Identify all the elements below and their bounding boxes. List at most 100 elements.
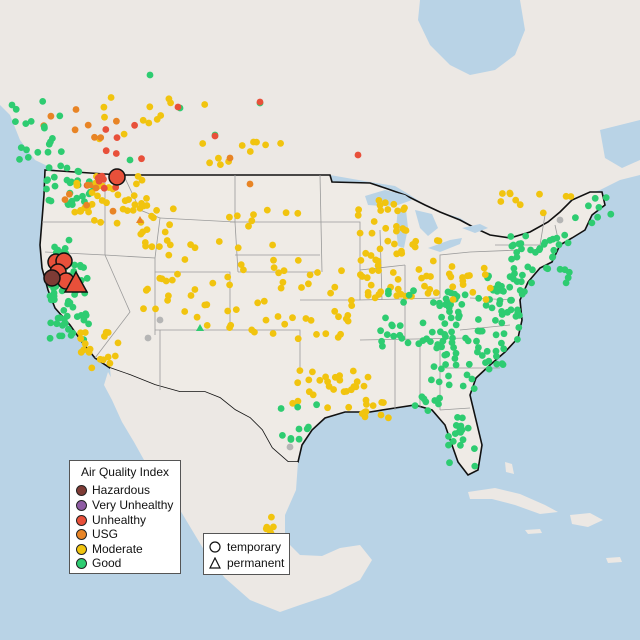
site-marker [476, 327, 484, 335]
site-marker [508, 296, 515, 304]
site-marker [429, 257, 437, 265]
site-marker [445, 441, 452, 449]
site-marker [389, 269, 397, 276]
site-marker [393, 227, 400, 235]
site-marker [88, 189, 96, 197]
site-marker [384, 206, 392, 213]
site-marker [113, 134, 121, 142]
site-marker [23, 146, 30, 154]
site-marker [251, 328, 258, 336]
site-marker [493, 360, 501, 368]
site-marker [84, 121, 92, 129]
legend-label: Unhealthy [92, 513, 147, 527]
site-marker [492, 347, 500, 355]
site-marker [156, 316, 164, 324]
site-marker [412, 237, 420, 245]
site-marker [275, 269, 282, 277]
site-marker [77, 335, 85, 342]
site-marker [289, 399, 297, 407]
site-marker [464, 424, 472, 432]
site-marker [428, 376, 435, 384]
site-marker [294, 209, 302, 217]
site-marker [348, 302, 356, 309]
site-marker [126, 156, 134, 164]
site-marker [305, 388, 313, 396]
site-marker [181, 308, 189, 315]
site-marker [113, 219, 121, 227]
hispaniola [570, 513, 603, 527]
site-marker [246, 148, 254, 155]
site-marker [496, 297, 504, 304]
site-marker [499, 190, 506, 197]
site-marker [234, 244, 242, 252]
site-marker [113, 117, 120, 125]
site-marker [191, 286, 199, 293]
site-marker [17, 144, 25, 152]
site-marker [356, 229, 364, 237]
site-marker [72, 106, 80, 113]
site-marker [383, 331, 391, 338]
site-marker [485, 357, 493, 365]
site-marker [445, 381, 453, 389]
site-marker [24, 154, 32, 161]
site-marker [393, 292, 401, 300]
site-marker [497, 198, 505, 205]
site-marker [61, 319, 69, 327]
usg-swatch-icon [76, 528, 87, 540]
site-marker [71, 261, 78, 269]
site-marker [385, 290, 392, 298]
site-marker [306, 271, 314, 279]
site-marker [145, 119, 153, 127]
site-marker [57, 148, 65, 156]
site-marker [66, 190, 73, 198]
site-marker [367, 252, 375, 259]
site-marker [340, 388, 348, 396]
site-marker [143, 195, 150, 202]
site-marker [281, 320, 289, 328]
site-marker [153, 116, 161, 123]
site-marker [360, 382, 368, 390]
site-marker [459, 382, 467, 390]
site-marker [294, 397, 302, 405]
site-marker [515, 324, 523, 331]
site-marker [498, 360, 506, 367]
site-marker [46, 334, 54, 342]
site-marker [567, 193, 575, 200]
site-marker [146, 71, 154, 79]
circle-icon [209, 541, 221, 553]
site-marker [294, 335, 302, 343]
site-marker [51, 182, 59, 190]
puerto-rico [606, 557, 622, 563]
site-marker [79, 192, 86, 200]
site-marker [553, 234, 561, 242]
site-marker [471, 462, 479, 470]
site-marker [161, 228, 169, 236]
site-marker [374, 262, 382, 269]
site-marker [120, 130, 128, 138]
site-marker [404, 339, 412, 347]
site-marker [385, 414, 392, 422]
site-marker [56, 112, 64, 120]
site-marker [556, 216, 564, 224]
cuba [468, 488, 558, 514]
site-marker [444, 288, 452, 296]
site-marker [12, 118, 19, 125]
site-marker [88, 200, 96, 208]
site-marker [519, 271, 526, 279]
site-marker [498, 319, 506, 327]
site-marker [64, 300, 72, 308]
site-marker [111, 352, 119, 360]
site-marker [461, 291, 469, 299]
site-marker [211, 132, 219, 140]
site-marker [498, 308, 505, 315]
jamaica [525, 529, 542, 534]
site-marker [47, 197, 55, 205]
site-marker [441, 351, 449, 359]
site-marker [131, 121, 139, 129]
site-marker [442, 295, 450, 303]
site-marker [449, 296, 457, 303]
site-marker [469, 288, 477, 296]
site-marker [378, 337, 385, 345]
site-marker [353, 378, 361, 386]
site-marker [294, 257, 302, 264]
